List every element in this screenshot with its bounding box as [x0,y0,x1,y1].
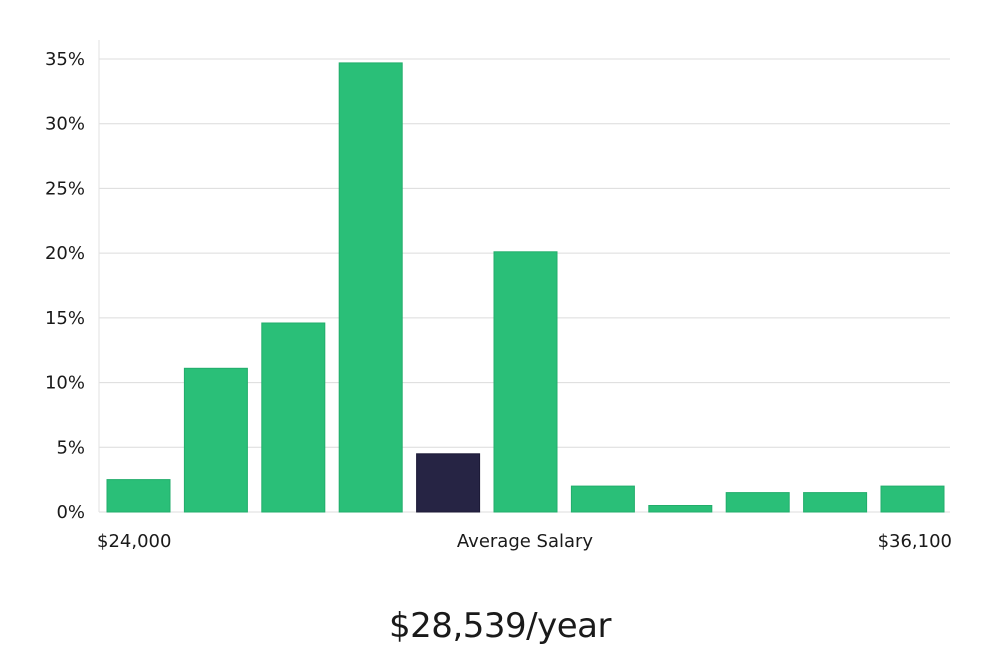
bar-average-salary [416,453,481,513]
bar [183,367,248,513]
y-tick-label: 20% [45,243,85,264]
bar [261,322,326,513]
y-tick-label: 25% [45,178,85,199]
y-tick-labels: 0% 5% 10% 15% 20% 25% 30% 35% [45,49,85,523]
x-tick-label-min: $24,000 [97,531,171,552]
x-tick-label-max: $36,100 [878,531,952,552]
bar [493,251,558,513]
average-salary-value: $28,539/year [389,606,611,646]
y-tick-label: 10% [45,373,85,394]
bar [648,505,713,513]
y-tick-label: 35% [45,49,85,70]
bar [338,62,403,513]
x-tick-label-center: Average Salary [457,531,594,552]
bar [880,485,945,513]
y-tick-label: 5% [56,437,85,458]
bar [570,485,635,513]
y-tick-label: 15% [45,308,85,329]
y-tick-label: 30% [45,114,85,135]
y-tick-label: 0% [56,502,85,523]
salary-histogram: 0% 5% 10% 15% 20% 25% 30% 35% $24,000 Average S… [45,40,952,552]
bar [803,492,868,513]
bars [106,62,945,513]
bar [106,479,171,513]
bar [725,492,790,513]
